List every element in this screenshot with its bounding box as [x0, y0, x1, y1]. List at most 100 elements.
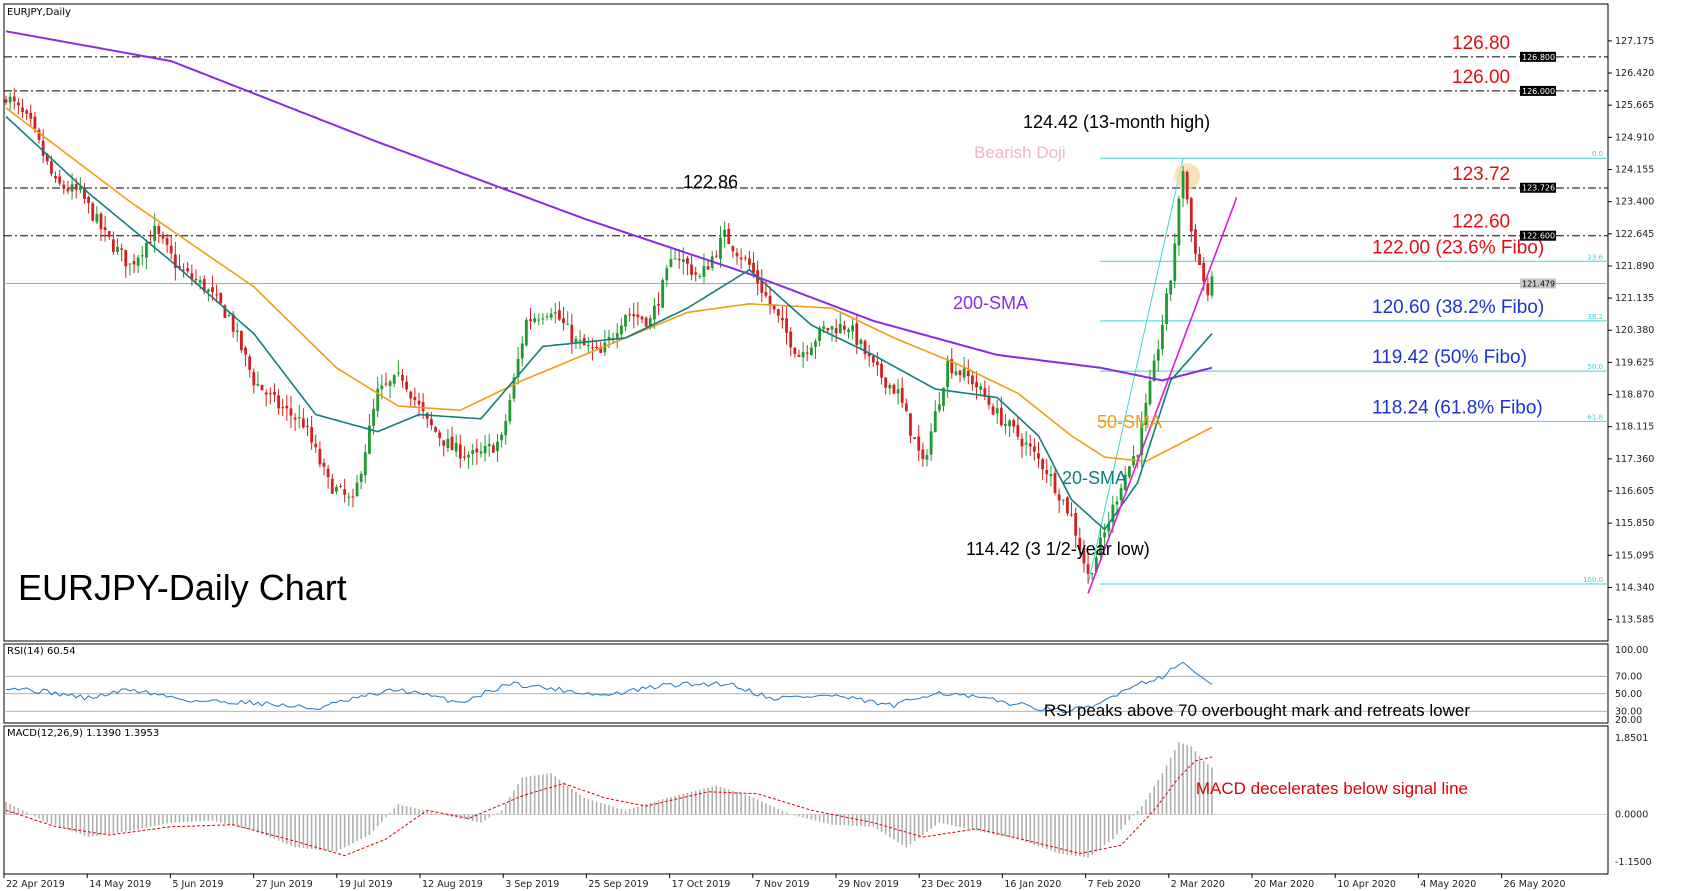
x-tick-label: 29 Nov 2019	[838, 879, 899, 890]
candle-body	[966, 370, 970, 377]
candle-body	[434, 427, 437, 432]
candle-body	[475, 448, 479, 453]
y-tick-label: 115.095	[1615, 550, 1654, 561]
candle-body	[925, 455, 929, 460]
candle-body	[347, 496, 351, 498]
candle-body	[74, 184, 78, 190]
candle-body	[669, 259, 673, 268]
peak-annotation: 122.86	[683, 172, 738, 192]
candle-body	[776, 309, 780, 316]
candle-body	[1024, 442, 1028, 445]
candle-body	[1144, 402, 1148, 425]
candle-body	[863, 341, 867, 355]
candle-body	[496, 441, 499, 452]
y-tick-label: 124.155	[1615, 164, 1654, 175]
fibo-level-tag: 61.8	[1587, 413, 1603, 421]
candle-body	[372, 408, 375, 426]
candle-body	[723, 229, 727, 237]
candle-body	[1185, 171, 1189, 200]
candle-body	[157, 226, 161, 234]
candle-body	[636, 314, 640, 318]
price-plot-area: 126.80 126.00 123.72 122.60 23.6 122.00 (23.6…	[4, 30, 1608, 594]
candle-body	[805, 352, 809, 354]
candle-body	[1016, 425, 1020, 437]
candle-body	[78, 186, 82, 191]
candle-body	[450, 436, 454, 451]
fibo-diagonal	[1087, 158, 1184, 585]
candle-body	[946, 360, 950, 388]
candle-body	[95, 214, 99, 223]
candle-body	[929, 431, 933, 455]
candle-body	[1037, 453, 1040, 459]
candle-body	[673, 258, 677, 260]
macd-label: MACD(12,26,9) 1.1390 1.3953	[7, 728, 159, 739]
candle-body	[809, 347, 813, 356]
candle-body	[330, 478, 334, 494]
candle-body	[892, 384, 896, 394]
support-trendline	[1087, 197, 1238, 594]
candle-body	[876, 361, 879, 366]
candle-body	[438, 432, 442, 439]
candle-body	[880, 363, 883, 378]
candle-body	[128, 263, 132, 265]
fibo-extreme-tag: 0.0	[1592, 150, 1603, 158]
candle-body	[1111, 504, 1115, 523]
candle-body	[401, 374, 404, 381]
candle-body	[653, 305, 656, 320]
candle-body	[277, 395, 280, 409]
candle-body	[289, 408, 293, 416]
candle-body	[1008, 420, 1011, 427]
candle-body	[1148, 380, 1152, 405]
candle-body	[842, 325, 846, 330]
candle-body	[834, 328, 838, 334]
candle-body	[991, 406, 995, 415]
candle-body	[562, 318, 565, 324]
candle-body	[1165, 293, 1168, 325]
candle-body	[657, 303, 660, 306]
x-tick-label: 3 Sep 2019	[505, 879, 559, 890]
candle-body	[1045, 470, 1049, 475]
candle-body	[686, 258, 689, 264]
candle-body	[107, 231, 111, 237]
y-tick-label: 113.585	[1615, 615, 1654, 626]
candle-body	[132, 261, 136, 265]
candle-body	[384, 383, 388, 385]
main-price-panel	[3, 3, 1609, 642]
candle-body	[1198, 253, 1201, 265]
candle-body	[1210, 276, 1214, 296]
rsi-tick-label: 70.00	[1615, 671, 1642, 682]
candle-body	[884, 377, 888, 388]
candle-body	[351, 496, 355, 498]
candle-body	[178, 265, 181, 268]
rsi-annotation: RSI peaks above 70 overbought mark and r…	[1044, 701, 1471, 720]
candle-body	[933, 411, 937, 433]
candle-body	[240, 330, 243, 351]
candle-body	[801, 352, 805, 358]
candle-body	[244, 347, 247, 355]
fibo-level-tag: 38.2	[1587, 313, 1603, 321]
candle-body	[867, 353, 871, 357]
candle-body	[1107, 523, 1111, 532]
rsi-plot-area: RSI peaks above 70 overbought mark and r…	[4, 661, 1608, 720]
candle-body	[975, 381, 978, 388]
rsi-line	[5, 661, 1213, 714]
candle-body	[326, 468, 330, 478]
macd-tick-label: 0.0000	[1615, 809, 1648, 820]
macd-tick-label: 1.8501	[1615, 733, 1648, 744]
candle-body	[417, 400, 421, 405]
candle-body	[392, 375, 396, 384]
candle-body	[1078, 538, 1082, 550]
candle-body	[413, 396, 417, 401]
candle-body	[396, 372, 400, 374]
candle-body	[706, 266, 710, 270]
candle-body	[165, 238, 169, 245]
candle-body	[1099, 537, 1102, 556]
sma20-annotation: 20-SMA	[1062, 468, 1127, 488]
x-tick-label: 14 May 2019	[89, 879, 151, 890]
candle-body	[851, 325, 855, 332]
x-tick-label: 17 Oct 2019	[672, 879, 731, 890]
candle-body	[681, 259, 685, 262]
candle-body	[194, 279, 198, 281]
candle-body	[256, 383, 260, 386]
candle-body	[818, 327, 822, 341]
